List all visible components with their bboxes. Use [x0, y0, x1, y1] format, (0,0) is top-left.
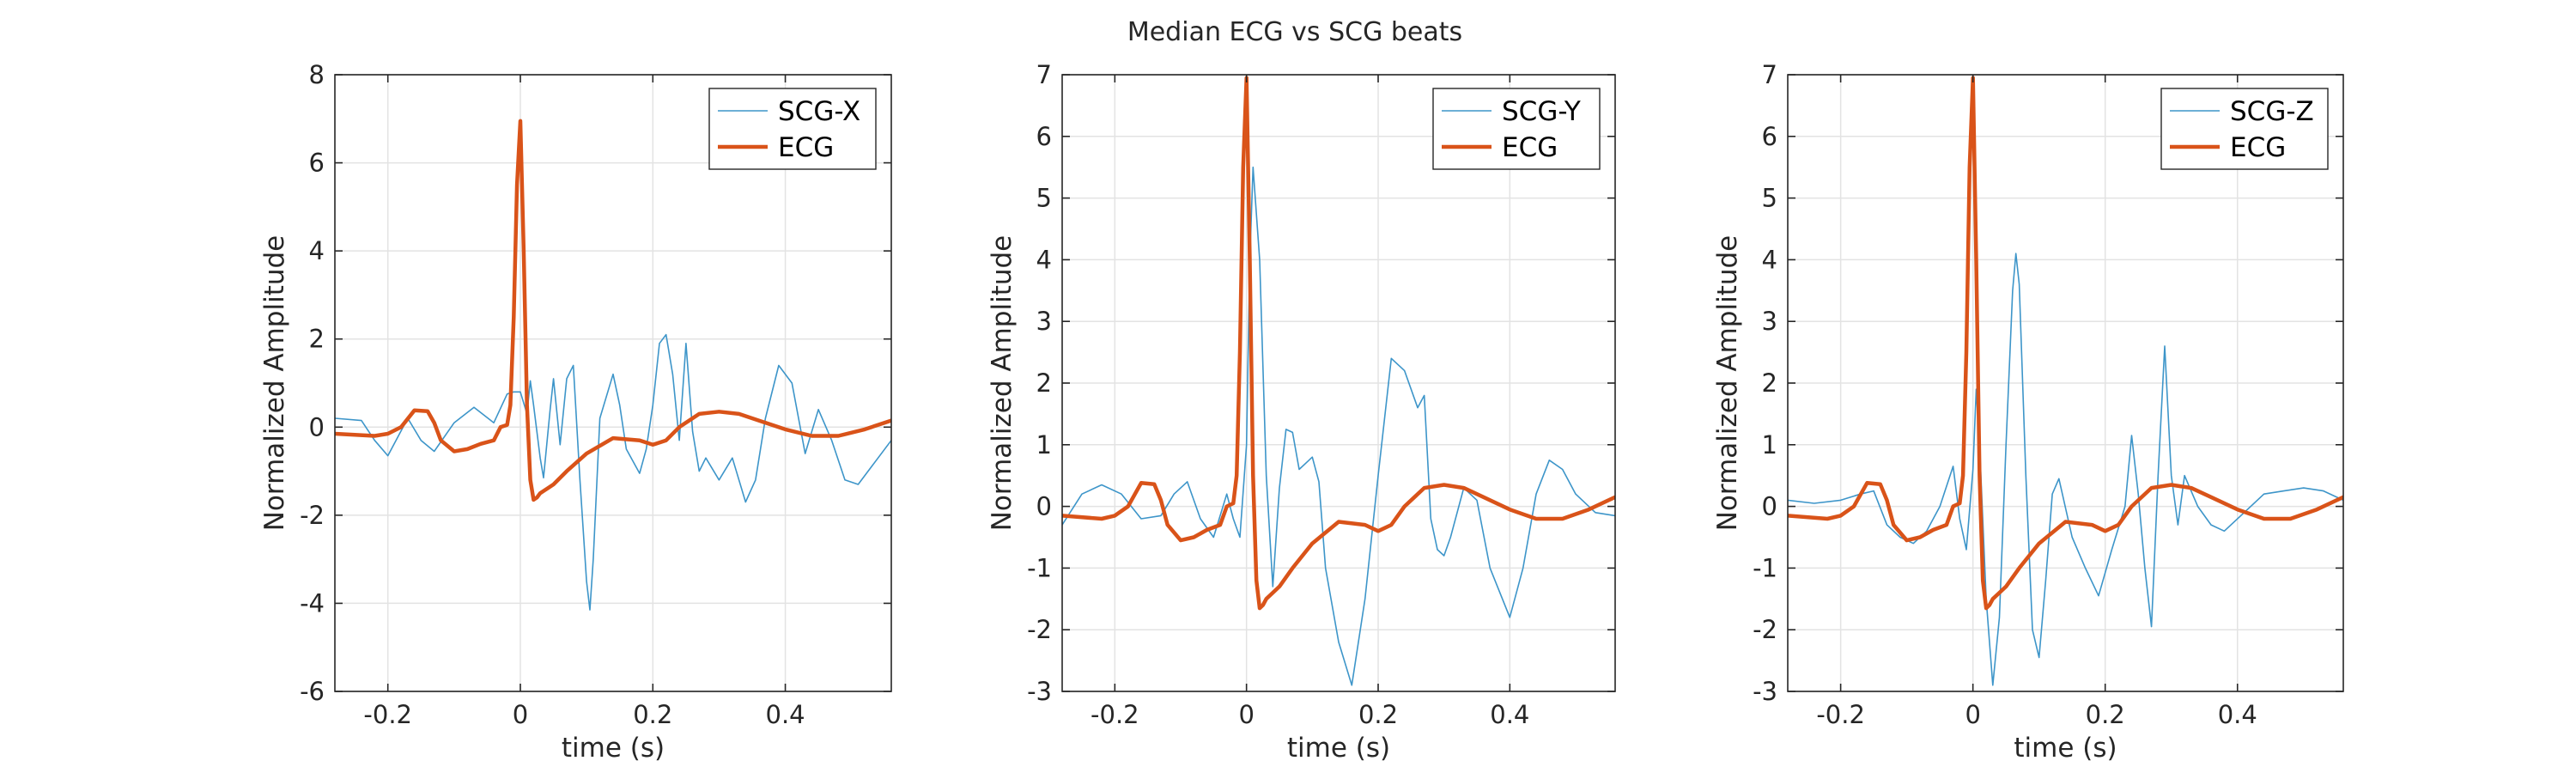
y-tick-label: 5	[1762, 184, 1777, 213]
y-tick-label: -2	[1027, 615, 1052, 644]
x-tick-label: -0.2	[1816, 700, 1865, 729]
series-line-scg-y	[1062, 166, 1615, 686]
y-tick-label: 4	[1762, 245, 1777, 274]
y-tick-label: 0	[1762, 492, 1777, 521]
y-tick-label: -3	[1753, 677, 1777, 706]
legend-box	[2160, 88, 2329, 170]
legend-box	[1432, 88, 1601, 170]
x-tick-label: 0.2	[633, 700, 672, 729]
y-tick-label: 2	[1762, 368, 1777, 398]
y-tick-label: 6	[309, 149, 325, 178]
y-tick-label: 8	[309, 60, 325, 89]
x-axis-label: time (s)	[1287, 733, 1390, 764]
legend-label-scg-y: SCG-Y	[1502, 96, 1581, 127]
x-axis-label: time (s)	[562, 733, 665, 764]
legend-label-ecg: ECG	[778, 132, 834, 163]
series-line-ecg	[1062, 76, 1615, 611]
y-tick-label: 1	[1036, 430, 1052, 460]
legend: SCG-Z ECG	[2160, 88, 2329, 170]
y-tick-label: 3	[1036, 307, 1052, 336]
axes-box	[334, 74, 892, 692]
series-line-ecg	[1788, 76, 2343, 611]
y-tick-label: 4	[309, 236, 325, 265]
x-tick-label: -0.2	[1091, 700, 1139, 729]
y-tick-label: 0	[1036, 492, 1052, 521]
plot-area	[335, 75, 891, 691]
x-axis-label: time (s)	[2014, 733, 2117, 764]
y-tick-label: 1	[1762, 430, 1777, 460]
series-line-scg-z	[1788, 253, 2343, 686]
legend: SCG-Y ECG	[1432, 88, 1601, 170]
x-tick-label: 0.2	[2086, 700, 2125, 729]
y-tick-label: -4	[300, 588, 325, 618]
y-axis-label: Normalized Amplitude	[259, 235, 290, 532]
x-tick-label: 0.4	[2218, 700, 2257, 729]
subplot-3: -0.2 0 0.2 0.4 -3 -2 -1 0 1 2 3 4 5 6 7 time (s) Normali…	[1712, 60, 2344, 764]
legend: SCG-X ECG	[708, 88, 877, 170]
figure-title: Median ECG vs SCG beats	[1127, 17, 1462, 47]
y-tick-label: -2	[1753, 615, 1777, 644]
y-tick-label: 7	[1762, 60, 1777, 89]
y-axis-label: Normalized Amplitude	[1712, 235, 1743, 532]
y-tick-label: 2	[1036, 368, 1052, 398]
x-tick-label: 0.4	[766, 700, 805, 729]
y-tick-label: -3	[1027, 677, 1052, 706]
y-tick-label: -2	[300, 501, 325, 530]
y-tick-label: -6	[300, 677, 325, 706]
series-line-ecg	[335, 119, 891, 502]
x-tick-label: 0	[513, 700, 528, 729]
y-tick-label: 0	[309, 412, 325, 441]
y-tick-label: 4	[1036, 245, 1052, 274]
legend-label-ecg: ECG	[2230, 132, 2286, 163]
y-tick-label: -1	[1027, 553, 1052, 582]
y-tick-label: 7	[1036, 60, 1052, 89]
legend-label-scg-z: SCG-Z	[2230, 96, 2314, 127]
y-tick-label: 5	[1036, 184, 1052, 213]
legend-label-ecg: ECG	[1502, 132, 1558, 163]
x-tick-label: -0.2	[363, 700, 412, 729]
legend-box	[708, 88, 877, 170]
x-tick-label: 0	[1238, 700, 1254, 729]
y-tick-label: 2	[309, 325, 325, 354]
y-tick-label: 3	[1762, 307, 1777, 336]
legend-label-scg-x: SCG-X	[778, 96, 860, 127]
y-tick-label: -1	[1753, 553, 1777, 582]
x-tick-label: 0	[1965, 700, 1980, 729]
y-axis-label: Normalized Amplitude	[987, 235, 1018, 532]
series-line-scg-x	[335, 333, 891, 611]
x-tick-label: 0.2	[1358, 700, 1398, 729]
subplots: -0.2 0 0.2 0.4 -6 -4 -2 0 2 4 6 8 time (s) Normalized…	[259, 60, 2344, 764]
y-tick-label: 6	[1762, 122, 1777, 151]
x-tick-label: 0.4	[1490, 700, 1529, 729]
subplot-2: -0.2 0 0.2 0.4 -3 -2 -1 0 1 2 3 4 5 6 7 time (s) Normali…	[987, 60, 1616, 764]
subplot-1: -0.2 0 0.2 0.4 -6 -4 -2 0 2 4 6 8 time (s) Normalized…	[259, 60, 892, 764]
y-tick-label: 6	[1036, 122, 1052, 151]
